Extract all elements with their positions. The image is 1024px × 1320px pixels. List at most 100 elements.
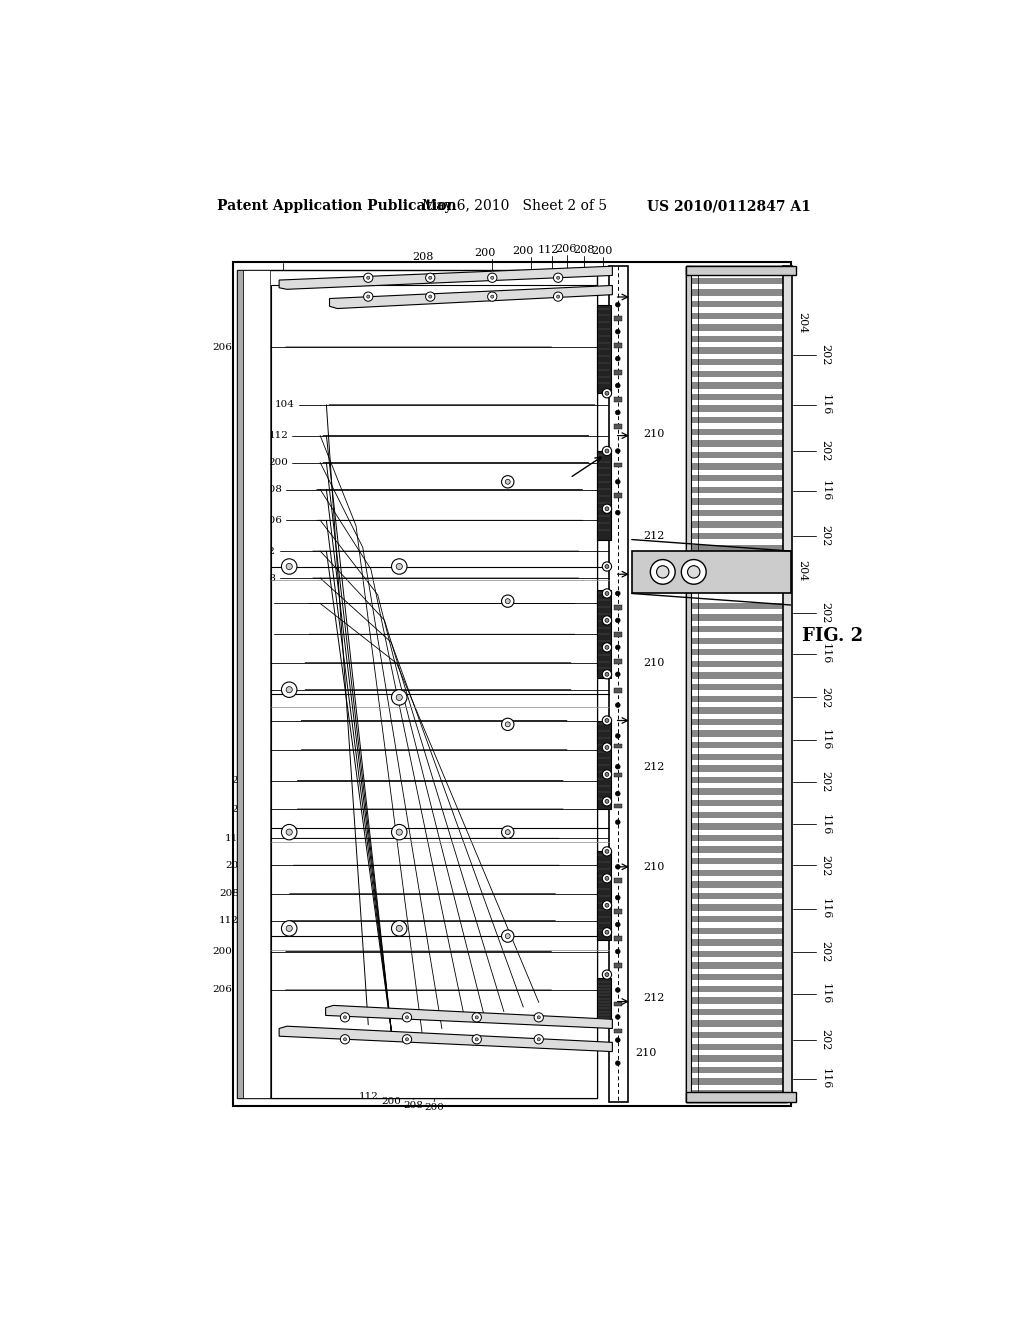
Bar [687,516,786,521]
Circle shape [605,391,609,395]
Bar [687,1020,786,1027]
Bar [687,400,786,405]
Circle shape [602,928,611,937]
Circle shape [602,504,611,513]
Text: 112: 112 [250,630,270,639]
Bar [614,370,622,375]
Bar [687,1078,786,1085]
Circle shape [602,715,611,725]
Bar [597,851,611,940]
Circle shape [681,560,707,585]
Bar [687,342,786,347]
Bar [687,754,786,760]
Bar [614,397,622,401]
Bar [687,308,786,313]
Bar [687,882,786,887]
Text: 112: 112 [225,834,245,842]
Circle shape [615,511,621,515]
Text: 210: 210 [643,429,665,440]
Text: 112: 112 [238,715,257,725]
Circle shape [615,479,621,484]
Bar [687,458,786,463]
Text: 200: 200 [424,1104,444,1113]
Bar [687,742,786,748]
Circle shape [605,903,609,907]
Circle shape [602,643,611,652]
Text: 116: 116 [820,480,830,502]
Bar [687,482,786,487]
Text: 208: 208 [244,659,263,667]
Circle shape [391,825,407,840]
Circle shape [505,599,510,603]
Circle shape [615,672,621,677]
Text: 104: 104 [274,400,295,409]
Text: 212: 212 [643,762,665,772]
Circle shape [487,292,497,301]
Circle shape [602,770,611,779]
Bar [687,267,786,273]
Circle shape [396,694,402,701]
Bar [687,997,786,1003]
Text: 116: 116 [820,983,830,1005]
Bar [687,800,786,807]
Bar [783,267,793,1102]
Bar [597,721,611,809]
Circle shape [650,560,675,585]
Circle shape [426,292,435,301]
Circle shape [602,589,611,598]
Text: 116: 116 [820,899,830,920]
Circle shape [286,925,292,932]
Bar [597,590,611,678]
Text: 200: 200 [592,246,613,256]
Bar [687,313,786,319]
Bar [687,1003,786,1008]
Bar [687,935,786,940]
Bar [686,1093,796,1102]
Text: 200: 200 [225,861,245,870]
Circle shape [286,829,292,836]
Bar [687,730,786,737]
Circle shape [605,565,609,569]
Bar [687,748,786,754]
Bar [687,378,786,383]
Bar [687,824,786,829]
Circle shape [535,1012,544,1022]
Text: 200: 200 [268,458,289,467]
Bar [614,424,622,429]
Bar [687,656,786,661]
Bar [687,696,786,702]
Bar [687,818,786,824]
Circle shape [340,1035,349,1044]
Bar [687,487,786,494]
Bar [687,737,786,742]
Bar [687,950,786,957]
Bar [687,841,786,846]
Bar [687,1032,786,1039]
Circle shape [282,825,297,840]
Circle shape [602,669,611,678]
Bar [687,347,786,354]
Bar [687,451,786,458]
Text: 200: 200 [382,1097,401,1106]
Bar [632,552,791,594]
Bar [614,774,622,777]
Bar [687,1049,786,1055]
Bar [687,626,786,632]
Circle shape [605,772,609,776]
Circle shape [615,895,621,900]
Circle shape [615,618,621,623]
Circle shape [367,296,370,298]
Bar [687,296,786,301]
Circle shape [286,564,292,570]
Circle shape [554,273,563,282]
Circle shape [406,1016,409,1019]
Text: 204: 204 [798,312,807,333]
Bar [687,887,786,892]
Text: 206: 206 [231,805,251,813]
Circle shape [367,276,370,280]
Bar [614,343,622,348]
Polygon shape [280,1026,612,1052]
Circle shape [605,800,609,804]
Circle shape [615,356,621,360]
Text: 204: 204 [798,560,807,581]
